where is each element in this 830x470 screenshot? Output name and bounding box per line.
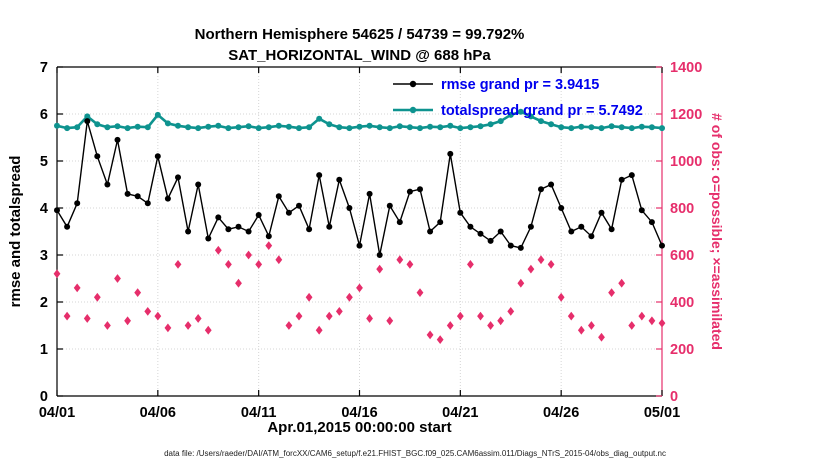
y-left-tick-label: 5 [40,154,48,170]
axes: 04/01 04/06 04/11 04/16 04/21 04/26 05/0101234… [7,60,725,421]
x-tick-label: 04/01 [39,405,75,421]
legend-label-rmse: rmse grand pr = 3.9415 [441,77,599,93]
x-tick-label: 04/06 [140,405,176,421]
chart-title-line2: SAT_HORIZONTAL_WIND @ 688 hPa [228,47,491,64]
series-totalspread [54,108,665,132]
y-right-tick-label: 1000 [670,154,702,170]
x-axis-label: Apr.01,2015 00:00:00 start [267,419,452,436]
y-right-axis-label: # of obs: o=possible; ×=assimilated [709,113,725,350]
y-right-tick-label: 800 [670,201,694,217]
y-right-tick-label: 1400 [670,60,702,76]
x-tick-label: 04/16 [341,405,377,421]
y-left-tick-label: 3 [40,248,48,264]
y-right-tick-label: 0 [670,389,678,405]
legend-label-totalspread: totalspread grand pr = 5.7492 [441,103,643,119]
y-right-tick-label: 600 [670,248,694,264]
x-tick-label: 04/26 [543,405,579,421]
y-left-tick-label: 2 [40,295,48,311]
y-right-tick-label: 1200 [670,107,702,123]
chart-title-line1: Northern Hemisphere 54625 / 54739 = 99.7… [194,26,525,43]
series-obs_count [53,241,666,344]
legend: rmse grand pr = 3.9415 totalspread grand … [393,77,643,119]
x-tick-label: 04/21 [442,405,478,421]
y-left-tick-label: 6 [40,107,48,123]
y-left-tick-label: 0 [40,389,48,405]
y-left-tick-label: 4 [40,201,48,217]
grid [57,67,662,396]
y-right-tick-label: 400 [670,295,694,311]
y-right-tick-label: 200 [670,342,694,358]
chart-title: Northern Hemisphere 54625 / 54739 = 99.7… [57,24,662,66]
x-tick-label: 04/11 [241,405,277,421]
series-rmse [54,118,665,258]
y-left-axis-label: rmse and totalspread [7,156,24,308]
x-tick-label: 05/01 [644,405,680,421]
y-left-tick-label: 7 [40,60,48,76]
data-file-caption: data file: /Users/raeder/DAI/ATM_forcXX/… [164,449,666,458]
y-left-tick-label: 1 [40,342,48,358]
